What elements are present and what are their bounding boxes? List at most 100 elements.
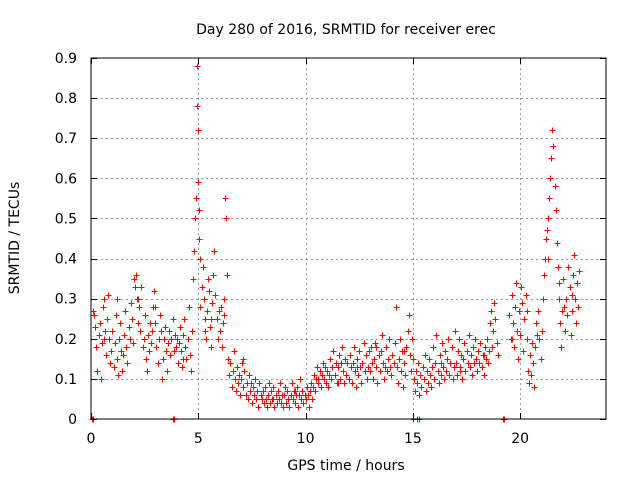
data-point: [400, 384, 407, 391]
data-point: [221, 312, 228, 319]
data-point: [523, 292, 530, 299]
data-point: [568, 332, 575, 339]
data-point: [429, 364, 436, 371]
data-point: [248, 380, 255, 387]
data-point: [351, 344, 358, 351]
data-point: [427, 372, 434, 379]
data-point: [187, 352, 194, 359]
data-point: [557, 320, 564, 327]
data-point: [161, 336, 168, 343]
data-point: [541, 272, 548, 279]
data-point: [239, 360, 246, 367]
data-point: [341, 380, 348, 387]
data-point: [457, 368, 464, 375]
data-point: [212, 292, 219, 299]
data-point: [354, 364, 361, 371]
data-point: [335, 364, 342, 371]
data-points: [89, 63, 583, 423]
data-point: [148, 340, 155, 347]
data-point: [338, 360, 345, 367]
data-point: [218, 304, 225, 311]
data-point: [425, 380, 432, 387]
data-point: [206, 288, 213, 295]
data-point: [329, 364, 336, 371]
data-point: [108, 348, 115, 355]
data-point: [393, 304, 400, 311]
data-point: [572, 296, 579, 303]
data-point: [170, 316, 177, 323]
data-point: [459, 376, 466, 383]
data-point: [513, 280, 520, 287]
data-point: [275, 388, 282, 395]
data-point: [489, 344, 496, 351]
data-point: [159, 376, 166, 383]
data-point: [381, 376, 388, 383]
x-tick-label: 20: [511, 431, 529, 447]
data-point: [386, 336, 393, 343]
data-point: [263, 396, 270, 403]
data-point: [97, 320, 104, 327]
data-point: [491, 300, 498, 307]
data-point: [176, 340, 183, 347]
data-point: [509, 292, 516, 299]
data-point: [113, 312, 120, 319]
data-point: [254, 388, 261, 395]
data-point: [535, 308, 542, 315]
data-point: [112, 340, 119, 347]
data-point: [267, 400, 274, 407]
data-point: [281, 392, 288, 399]
data-point: [128, 300, 135, 307]
data-point: [153, 344, 160, 351]
data-point: [515, 356, 522, 363]
data-point: [532, 344, 539, 351]
data-point: [135, 296, 142, 303]
data-point: [290, 396, 297, 403]
data-point: [526, 380, 533, 387]
data-point: [454, 372, 461, 379]
data-point: [186, 304, 193, 311]
data-point: [430, 344, 437, 351]
data-point: [432, 360, 439, 367]
data-point: [421, 376, 428, 383]
data-point: [461, 340, 468, 347]
data-point: [444, 356, 451, 363]
data-point: [231, 348, 238, 355]
y-tick-label: 0.3: [55, 292, 77, 308]
data-point: [556, 296, 563, 303]
data-point: [377, 368, 384, 375]
data-point: [172, 332, 179, 339]
data-point: [119, 368, 126, 375]
data-point: [346, 376, 353, 383]
data-point: [266, 380, 273, 387]
data-point: [175, 360, 182, 367]
data-point: [468, 352, 475, 359]
data-point: [208, 316, 215, 323]
data-point: [235, 380, 242, 387]
y-axis-label: SRMTID / TECUs: [7, 182, 23, 295]
data-point: [196, 236, 203, 243]
data-point: [232, 376, 239, 383]
data-point: [488, 308, 495, 315]
data-point: [447, 360, 454, 367]
data-point: [517, 332, 524, 339]
data-point: [209, 300, 216, 307]
data-point: [303, 396, 310, 403]
data-point: [162, 324, 169, 331]
data-point: [524, 336, 531, 343]
data-point: [216, 308, 223, 315]
data-point: [485, 360, 492, 367]
data-point: [398, 368, 405, 375]
data-point: [370, 376, 377, 383]
data-point: [355, 372, 362, 379]
data-point: [215, 336, 222, 343]
data-point: [227, 360, 234, 367]
y-tick-labels: 0 0.1 0.2 0.3 0.4 0.5 0.6 0.7 0.8 0.9: [55, 51, 77, 428]
data-point: [410, 356, 417, 363]
data-point: [524, 308, 531, 315]
data-point: [284, 388, 291, 395]
data-point: [369, 360, 376, 367]
data-point: [268, 388, 275, 395]
data-point: [378, 348, 385, 355]
data-point: [389, 352, 396, 359]
